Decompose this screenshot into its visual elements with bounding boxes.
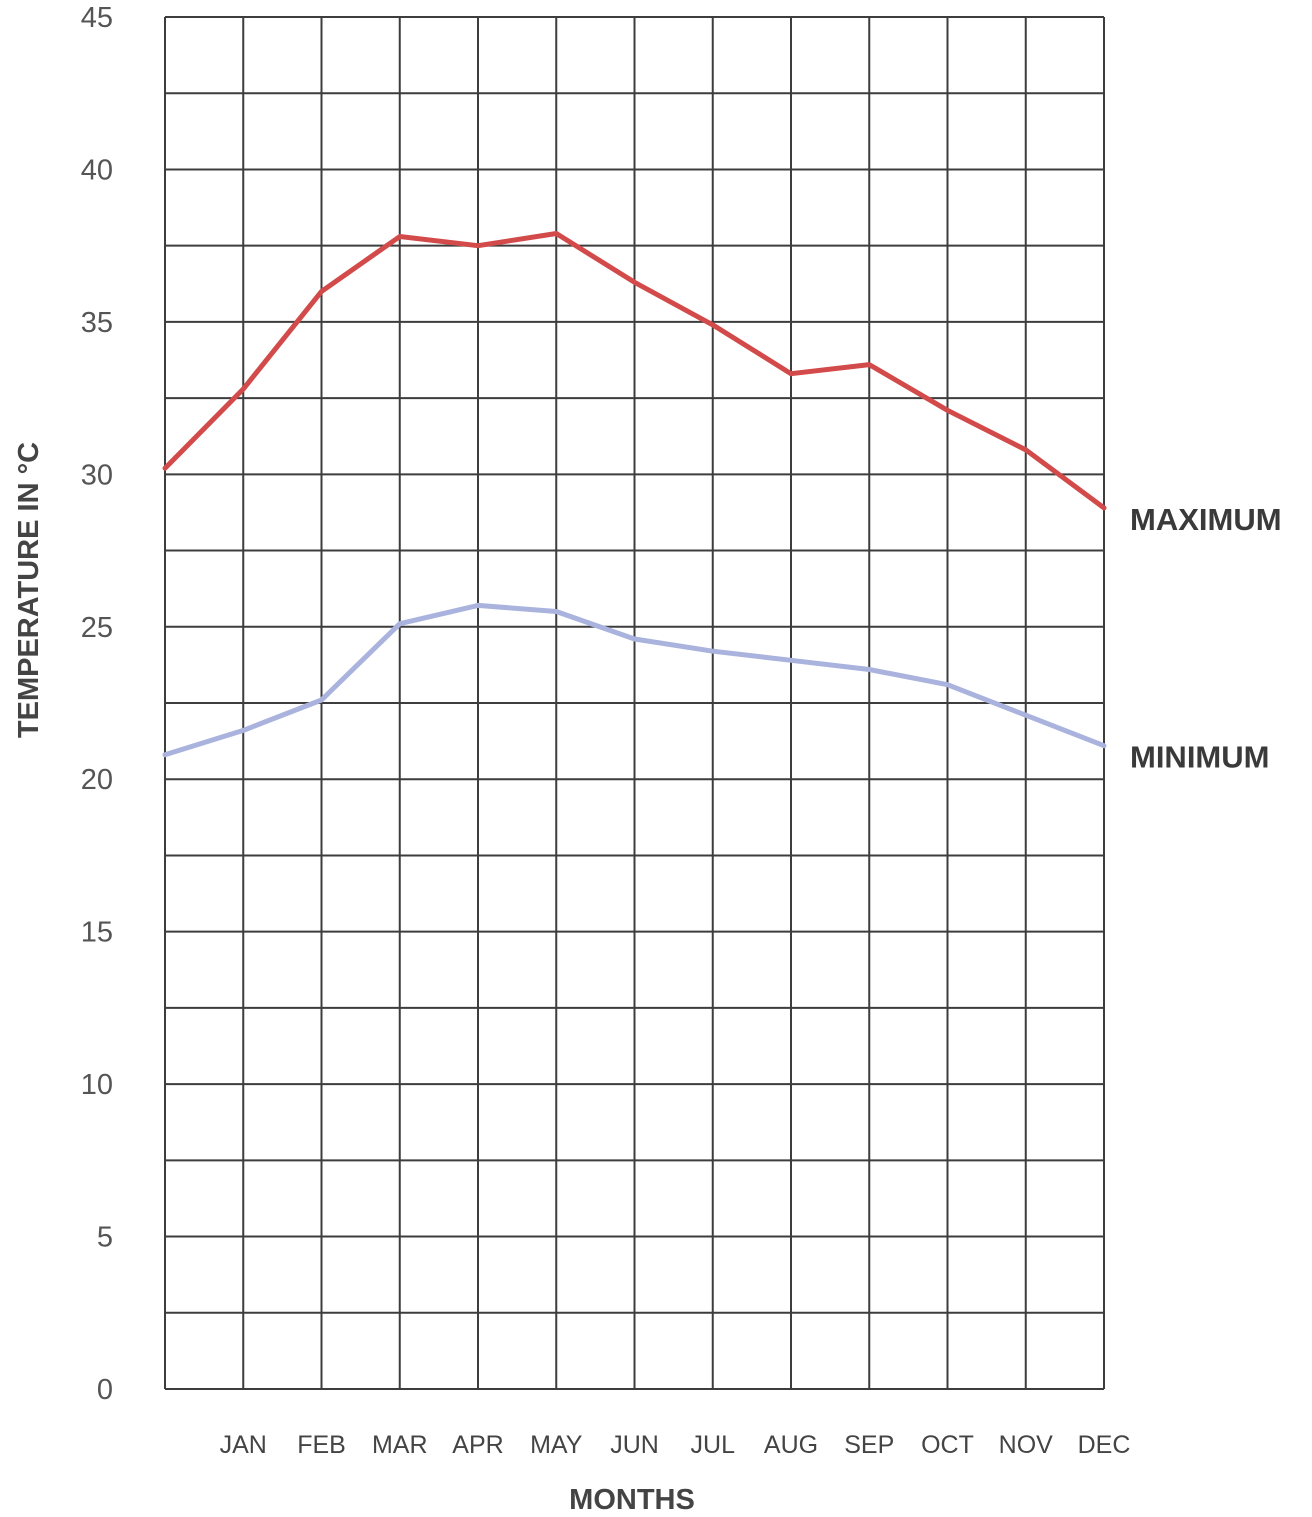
- series-label: MINIMUM: [1130, 740, 1269, 775]
- x-tick-label: SEP: [844, 1431, 894, 1459]
- y-tick-label: 25: [81, 612, 113, 644]
- y-tick-label: 40: [81, 154, 113, 186]
- y-tick-label: 20: [81, 764, 113, 796]
- series-line: [162, 231, 1107, 511]
- y-axis-title: TEMPERATURE IN °C: [13, 442, 45, 738]
- x-tick-label: JUN: [610, 1431, 659, 1459]
- x-tick-label: FEB: [297, 1431, 346, 1459]
- chart-grid: [164, 16, 1105, 1390]
- series-lines: [162, 231, 1107, 758]
- x-axis-title: MONTHS: [569, 1484, 695, 1516]
- y-tick-label: 10: [81, 1069, 113, 1101]
- y-tick-label: 45: [81, 2, 113, 34]
- series-label: MAXIMUM: [1130, 502, 1282, 537]
- x-tick-label: NOV: [999, 1431, 1054, 1459]
- y-tick-label: 0: [97, 1374, 113, 1406]
- y-tick-label: 15: [81, 917, 113, 949]
- x-tick-label: JUL: [691, 1431, 736, 1459]
- x-tick-label: MAY: [530, 1431, 583, 1459]
- y-axis-ticks: 0 5 10 15 20 25 30 35 40 45: [81, 2, 113, 1406]
- y-tick-label: 5: [97, 1222, 113, 1254]
- x-tick-label: MAR: [372, 1431, 428, 1459]
- series-line: [162, 602, 1107, 758]
- x-tick-label: OCT: [921, 1431, 974, 1459]
- x-tick-label: DEC: [1078, 1431, 1131, 1459]
- x-tick-label: AUG: [764, 1431, 818, 1459]
- y-tick-label: 35: [81, 307, 113, 339]
- x-axis-ticks: JAN FEB MAR APR MAY JUN JUL AUG SEP OCT NOV DEC: [220, 1431, 1131, 1459]
- x-tick-label: APR: [452, 1431, 503, 1459]
- series-labels: MAXIMUM MINIMUM: [1130, 502, 1282, 775]
- x-tick-label: JAN: [220, 1431, 267, 1459]
- y-tick-label: 30: [81, 459, 113, 491]
